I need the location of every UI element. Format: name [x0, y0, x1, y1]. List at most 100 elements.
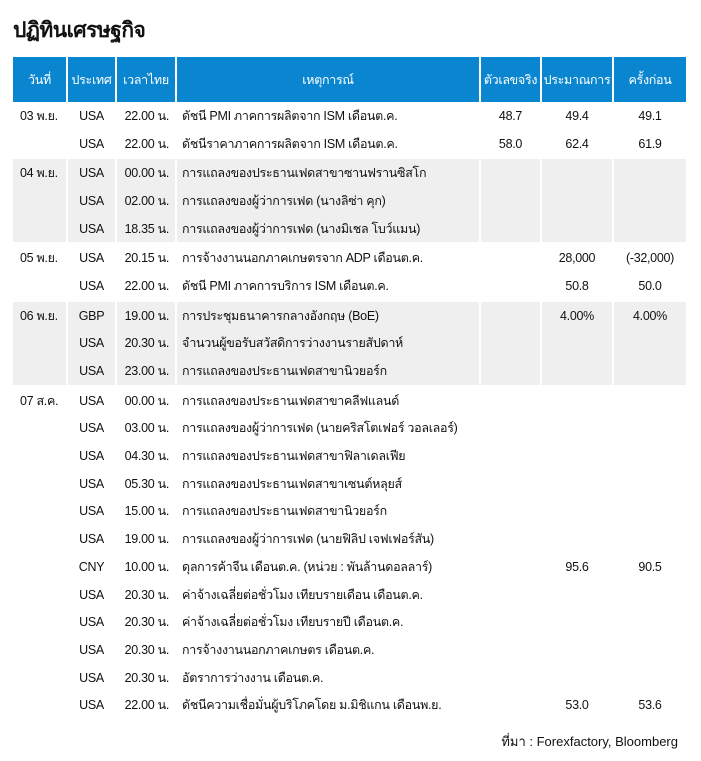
cell-forecast: 4.00%: [540, 299, 613, 330]
cell-actual: [479, 187, 541, 215]
table-row: USA 20.30 น. การจ้างงานนอกภาคเกษตร เดือนต.…: [13, 636, 686, 664]
cell-event: การแถลงของประธานเฟดสาขาเซนต์หลุยส์: [175, 469, 480, 498]
table-row: USA 15.00 น. การแถลงของประธานเฟดสาขานิวยอร…: [13, 497, 686, 526]
cell-previous: [612, 608, 686, 637]
cell-country: USA: [66, 357, 116, 386]
cell-date: [13, 636, 67, 664]
cell-date: [13, 525, 67, 553]
cell-event: ดัชนี PMI ภาคการบริการ ISM เดือนต.ค.: [175, 272, 480, 301]
cell-event: ดัชนีราคาภาคการผลิตจาก ISM เดือนต.ค.: [175, 129, 480, 159]
cell-forecast: [540, 580, 613, 609]
cell-previous: 4.00%: [612, 299, 686, 330]
cell-previous: [612, 187, 686, 215]
cell-date: [13, 470, 67, 498]
cell-previous: [612, 580, 686, 609]
cell-forecast: [540, 636, 613, 664]
cell-event: การแถลงของประธานเฟดสาขาฟิลาเดลเฟีย: [175, 442, 480, 470]
cell-country: GBP: [66, 299, 116, 330]
cell-country: USA: [66, 442, 116, 470]
cell-actual: [479, 469, 541, 498]
cell-date: 07 ส.ค.: [13, 384, 67, 415]
cell-date: [13, 214, 67, 244]
cell-actual: [479, 242, 541, 273]
cell-event: ดุลการค้าจีน เดือนต.ค. (หน่วย : พันล้านด…: [175, 553, 480, 581]
cell-country: USA: [66, 187, 116, 215]
cell-actual: [479, 608, 541, 637]
cell-date: [13, 130, 67, 159]
cell-event: การแถลงของผู้ว่าการเฟด (นางมิเชล โบว์แมน…: [175, 214, 480, 244]
table-row: USA 02.00 น. การแถลงของผู้ว่าการเฟด (นางลิ…: [13, 187, 686, 215]
column-header-event: เหตุการณ์: [175, 57, 480, 102]
cell-country: USA: [66, 384, 116, 415]
cell-date: [13, 272, 67, 301]
column-header-country: ประเทศ: [66, 57, 116, 102]
cell-country: USA: [66, 663, 116, 692]
table-row: 05 พ.ย. USA 20.15 น. การจ้างงานนอกภาคเกษตรจ…: [13, 242, 686, 273]
cell-date: [13, 415, 67, 443]
cell-time: 18.35 น.: [115, 214, 176, 244]
cell-event: ค่าจ้างเฉลี่ยต่อชั่วโมง เทียบรายปี เดือน…: [175, 608, 480, 637]
column-header-actual: ตัวเลขจริง: [479, 57, 541, 102]
cell-actual: [479, 384, 541, 415]
cell-forecast: 62.4: [540, 129, 613, 159]
cell-actual: 58.0: [479, 129, 541, 159]
cell-forecast: [540, 357, 613, 386]
cell-forecast: 53.0: [540, 691, 613, 720]
cell-actual: [479, 525, 541, 553]
cell-event: การแถลงของผู้ว่าการเฟด (นางลิซ่า คุก): [175, 187, 480, 215]
cell-forecast: [540, 214, 613, 244]
cell-date: [13, 329, 67, 358]
cell-date: 04 พ.ย.: [13, 157, 67, 188]
cell-forecast: 95.6: [540, 553, 613, 581]
cell-event: การแถลงของประธานเฟดสาขานิวยอร์ก: [175, 497, 480, 526]
table-row: USA 20.30 น. ค่าจ้างเฉลี่ยต่อชั่วโมง เทียบ…: [13, 608, 686, 637]
table-row: 07 ส.ค. USA 00.00 น. การแถลงของประธานเฟดสาข…: [13, 384, 686, 415]
table-row: USA 22.00 น. ดัชนี PMI ภาคการบริการ ISM เด…: [13, 272, 686, 301]
cell-actual: [479, 663, 541, 692]
table-row: CNY 10.00 น. ดุลการค้าจีน เดือนต.ค. (หน่วย…: [13, 553, 686, 581]
cell-previous: 61.9: [612, 129, 686, 159]
cell-country: USA: [66, 157, 116, 188]
cell-actual: [479, 329, 541, 358]
page-title: ปฏิทินเศรษฐกิจ: [13, 19, 146, 42]
table-row: USA 18.35 น. การแถลงของผู้ว่าการเฟด (นางมิ…: [13, 214, 686, 244]
cell-time: 20.15 น.: [115, 242, 176, 273]
table-body: 03 พ.ย. USA 22.00 น. ดัชนี PMI ภาคการผลิตจา…: [13, 102, 686, 720]
table-row: USA 23.00 น. การแถลงของประธานเฟดสาขานิวยอร…: [13, 357, 686, 386]
cell-time: 19.00 น.: [115, 299, 176, 330]
cell-forecast: 49.4: [540, 102, 613, 130]
table-row: 06 พ.ย. GBP 19.00 น. การประชุมธนาคารกลางอัง…: [13, 299, 686, 330]
cell-previous: [612, 357, 686, 386]
cell-country: USA: [66, 636, 116, 664]
table-header-row: วันที่ ประเทศ เวลาไทย เหตุการณ์ ตัวเลขจร…: [13, 57, 686, 102]
cell-forecast: [540, 384, 613, 415]
table-row: USA 19.00 น. การแถลงของผู้ว่าการเฟด (นายฟิ…: [13, 525, 686, 553]
table-row: USA 20.30 น. อัตราการว่างงาน เดือนต.ค.: [13, 663, 686, 692]
cell-country: USA: [66, 414, 116, 443]
cell-event: การประชุมธนาคารกลางอังกฤษ (BoE): [175, 299, 480, 330]
cell-event: การแถลงของประธานเฟดสาขาคลีฟแลนด์: [175, 384, 480, 415]
cell-time: 22.00 น.: [115, 102, 176, 130]
cell-previous: 90.5: [612, 553, 686, 581]
table-row: USA 04.30 น. การแถลงของประธานเฟดสาขาฟิลาเด…: [13, 442, 686, 470]
cell-time: 19.00 น.: [115, 525, 176, 553]
cell-actual: [479, 414, 541, 443]
cell-time: 10.00 น.: [115, 553, 176, 581]
cell-actual: [479, 357, 541, 386]
cell-actual: [479, 553, 541, 581]
cell-time: 00.00 น.: [115, 384, 176, 415]
cell-forecast: [540, 414, 613, 443]
cell-country: USA: [66, 272, 116, 301]
cell-time: 22.00 น.: [115, 129, 176, 159]
source-note: ที่มา : Forexfactory, Bloomberg: [501, 734, 678, 749]
cell-event: ดัชนีความเชื่อมั่นผู้บริโภคโดย ม.มิชิแกน…: [175, 691, 480, 720]
cell-actual: [479, 272, 541, 301]
table-row: USA 05.30 น. การแถลงของประธานเฟดสาขาเซนต์ห…: [13, 469, 686, 498]
cell-date: [13, 608, 67, 636]
cell-actual: [479, 442, 541, 470]
cell-time: 03.00 น.: [115, 414, 176, 443]
cell-actual: [479, 691, 541, 720]
table-row: 03 พ.ย. USA 22.00 น. ดัชนี PMI ภาคการผลิตจา…: [13, 102, 686, 130]
column-header-previous: ครั้งก่อน: [612, 57, 686, 102]
cell-previous: [612, 636, 686, 664]
